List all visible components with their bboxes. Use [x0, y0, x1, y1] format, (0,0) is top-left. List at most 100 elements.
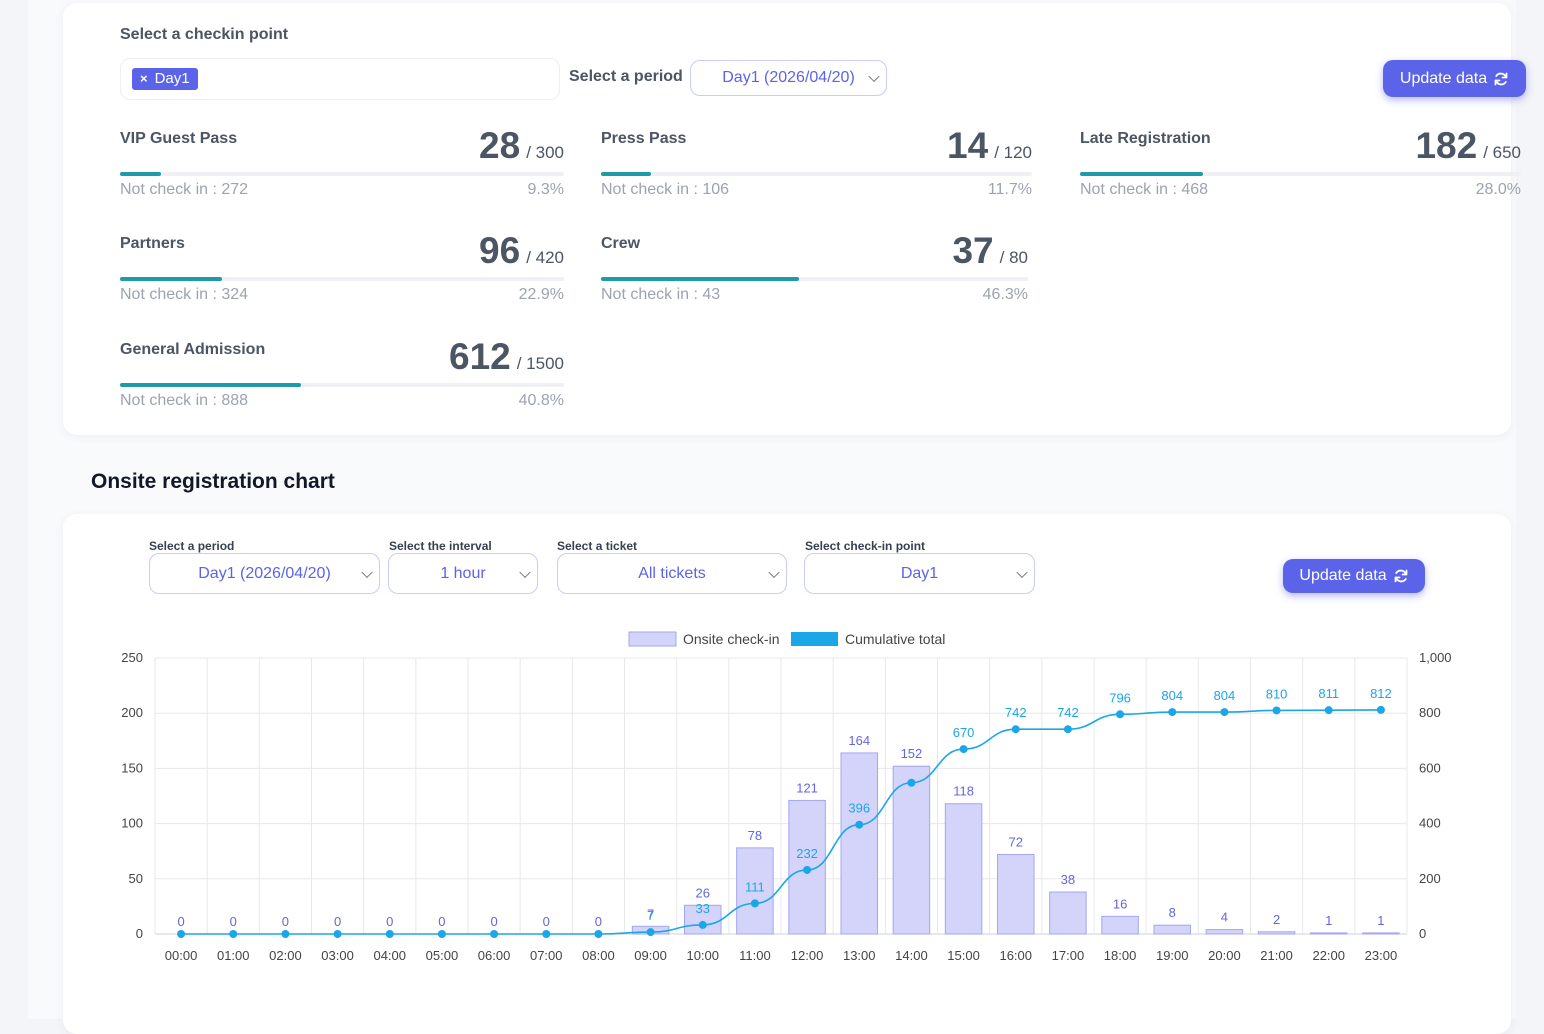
- x-tick-label: 11:00: [739, 948, 771, 963]
- checkin-point-multiselect[interactable]: × Day1: [120, 58, 560, 100]
- stat-count: 37 / 80: [952, 230, 1028, 272]
- line-point-cumulative: [1063, 725, 1072, 734]
- line-point-cumulative: [855, 820, 864, 829]
- filter-interval-label: Select the interval: [389, 539, 492, 553]
- stat-press-pass: Press Pass 14 / 120 Not check in : 106 11…: [601, 125, 1032, 220]
- stat-name: General Admission: [120, 341, 266, 358]
- line-data-label: 670: [953, 725, 975, 740]
- line-data-label: 396: [848, 801, 870, 816]
- bar-data-label: 0: [438, 914, 445, 929]
- x-tick-label: 10:00: [686, 948, 719, 963]
- filter-checkin-point-select[interactable]: Day1: [804, 553, 1035, 594]
- stat-progress-fill: [120, 383, 302, 387]
- stat-progress-track: [601, 172, 1032, 176]
- line-point-cumulative: [594, 930, 603, 938]
- line-point-cumulative: [490, 930, 499, 938]
- chevron-down-icon: [868, 70, 880, 83]
- bar-onsite-checkin: [1153, 924, 1192, 935]
- line-point-cumulative: [1376, 705, 1385, 714]
- stat-checked: 14: [947, 125, 989, 166]
- bar-onsite-checkin: [1205, 929, 1244, 935]
- line-point-cumulative: [333, 930, 342, 938]
- update-data-button[interactable]: Update data: [1383, 60, 1526, 97]
- stat-general-admission: General Admission 612 / 1500 Not check in…: [120, 336, 564, 431]
- filter-ticket-select[interactable]: All tickets: [557, 553, 787, 594]
- y-left-tick-label: 50: [129, 871, 143, 886]
- stat-progress-fill: [601, 277, 799, 281]
- bar-data-label: 1: [1325, 913, 1332, 928]
- line-point-cumulative: [1168, 708, 1177, 717]
- filter-interval-select[interactable]: 1 hour: [388, 553, 538, 594]
- stat-progress-fill: [120, 277, 222, 281]
- line-point-cumulative: [281, 930, 290, 938]
- stat-count: 612 / 1500: [449, 336, 564, 378]
- line-data-label: 742: [1057, 705, 1079, 720]
- stat-progress-track: [120, 277, 564, 281]
- line-point-cumulative: [646, 928, 655, 937]
- bar-data-label: 38: [1061, 872, 1075, 887]
- line-data-label: 33: [696, 901, 710, 916]
- stat-total: / 1500: [516, 354, 564, 373]
- x-tick-label: 20:00: [1208, 948, 1241, 963]
- bar-onsite-checkin: [1309, 932, 1348, 935]
- chart-update-data-button[interactable]: Update data: [1283, 559, 1425, 593]
- stat-not-checked: Not check in : 106: [601, 181, 730, 198]
- bar-data-label: 0: [282, 914, 289, 929]
- filter-period-label: Select a period: [149, 539, 235, 553]
- bar-data-label: 118: [953, 784, 974, 799]
- stat-checked: 612: [449, 336, 511, 377]
- remove-tag-icon[interactable]: ×: [140, 71, 148, 86]
- bar-onsite-checkin: [1362, 932, 1400, 935]
- x-tick-label: 13:00: [843, 948, 876, 963]
- filter-period-select[interactable]: Day1 (2026/04/20): [149, 553, 380, 594]
- stat-count: 28 / 300: [479, 125, 564, 167]
- legend-swatch-cumulative-total: [791, 632, 838, 646]
- bar-data-label: 0: [490, 914, 497, 929]
- chart-section-title: Onsite registration chart: [91, 470, 335, 493]
- bar-data-label: 7: [647, 906, 654, 921]
- period-label: Select a period: [569, 68, 683, 85]
- x-tick-label: 23:00: [1365, 948, 1398, 963]
- stat-percent: 28.0%: [1475, 181, 1521, 198]
- line-point-cumulative: [907, 778, 916, 787]
- stat-vip-guest-pass: VIP Guest Pass 28 / 300 Not check in : 27…: [120, 125, 564, 220]
- y-right-tick-label: 1,000: [1419, 650, 1452, 665]
- filter-checkin-point-value: Day1: [900, 565, 939, 582]
- line-data-label: 810: [1266, 686, 1288, 701]
- x-tick-label: 09:00: [634, 948, 667, 963]
- line-point-cumulative: [959, 745, 968, 754]
- bar-data-label: 1: [1377, 913, 1384, 928]
- period-select[interactable]: Day1 (2026/04/20): [690, 60, 887, 96]
- filter-period-value: Day1 (2026/04/20): [198, 565, 331, 582]
- y-right-tick-label: 800: [1419, 705, 1441, 720]
- bar-data-label: 8: [1169, 905, 1176, 920]
- stat-not-checked: Not check in : 272: [120, 181, 249, 198]
- stat-total: / 80: [999, 248, 1028, 267]
- x-tick-label: 02:00: [269, 948, 302, 963]
- page-background: Select a checkin point × Day1 Select a p…: [28, 0, 1526, 1034]
- line-point-cumulative: [698, 920, 707, 929]
- line-data-label: 804: [1161, 688, 1183, 703]
- x-tick-label: 18:00: [1104, 948, 1137, 963]
- bar-onsite-checkin: [944, 803, 983, 935]
- checkin-point-tag: × Day1: [132, 68, 198, 90]
- x-tick-label: 08:00: [582, 948, 615, 963]
- x-tick-label: 14:00: [895, 948, 928, 963]
- refresh-icon: [1394, 569, 1407, 583]
- x-tick-label: 15:00: [947, 948, 980, 963]
- bar-data-label: 0: [230, 914, 237, 929]
- bar-data-label: 72: [1009, 835, 1023, 850]
- bar-onsite-checkin: [683, 904, 722, 935]
- line-point-cumulative: [177, 930, 186, 938]
- chart-update-data-label: Update data: [1299, 567, 1387, 584]
- x-tick-label: 05:00: [426, 948, 459, 963]
- update-data-label: Update data: [1399, 69, 1488, 87]
- bar-onsite-checkin: [1257, 931, 1296, 935]
- stat-total: / 120: [994, 143, 1032, 162]
- bar-data-label: 0: [177, 914, 184, 929]
- stat-progress-track: [1080, 172, 1521, 176]
- filter-ticket-value: All tickets: [638, 565, 706, 582]
- y-left-tick-label: 100: [121, 816, 143, 831]
- stat-progress-track: [120, 383, 564, 387]
